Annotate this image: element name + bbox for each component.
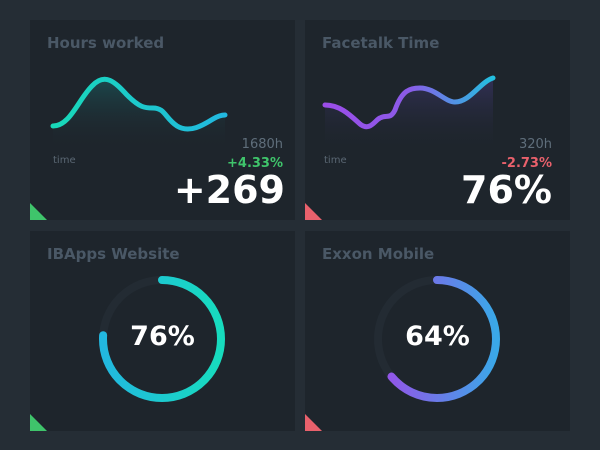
main-value: 76% (461, 168, 552, 212)
hours-line (50, 76, 228, 132)
exxon-gauge (374, 276, 500, 402)
change-percent: +4.33% (227, 156, 283, 171)
card-hours-worked: Hours worked time 1680h +4.33% +269 (30, 20, 295, 220)
hours-sparkline (50, 76, 228, 150)
card-ibapps-website: IBApps Website 76% (30, 231, 295, 431)
gauge-arc (374, 276, 500, 402)
gauge-arc (99, 276, 225, 402)
change-percent: -2.73% (501, 156, 553, 171)
card-title: IBApps Website (47, 245, 180, 263)
card-title: Exxon Mobile (322, 245, 435, 263)
ibapps-gauge (99, 276, 225, 402)
trend-up-indicator (30, 203, 47, 220)
trend-down-indicator (305, 203, 322, 220)
trend-down-indicator (305, 414, 322, 431)
total-hours: 320h (518, 137, 552, 152)
main-value: +269 (173, 168, 285, 212)
trend-up-indicator (30, 414, 47, 431)
axis-label: time (324, 155, 347, 166)
gauge-value: 64% (405, 321, 470, 352)
facetalk-sparkline (322, 75, 496, 153)
gauge-value: 76% (130, 321, 195, 352)
card-facetalk-time: Facetalk Time time 320h -2.73% 76% (305, 20, 570, 220)
axis-label: time (53, 155, 76, 166)
total-hours: 1680h (241, 137, 283, 152)
facetalk-line (322, 75, 496, 130)
card-title: Hours worked (47, 34, 165, 52)
card-title: Facetalk Time (322, 34, 440, 52)
card-exxon-mobile: Exxon Mobile 64% (305, 231, 570, 431)
